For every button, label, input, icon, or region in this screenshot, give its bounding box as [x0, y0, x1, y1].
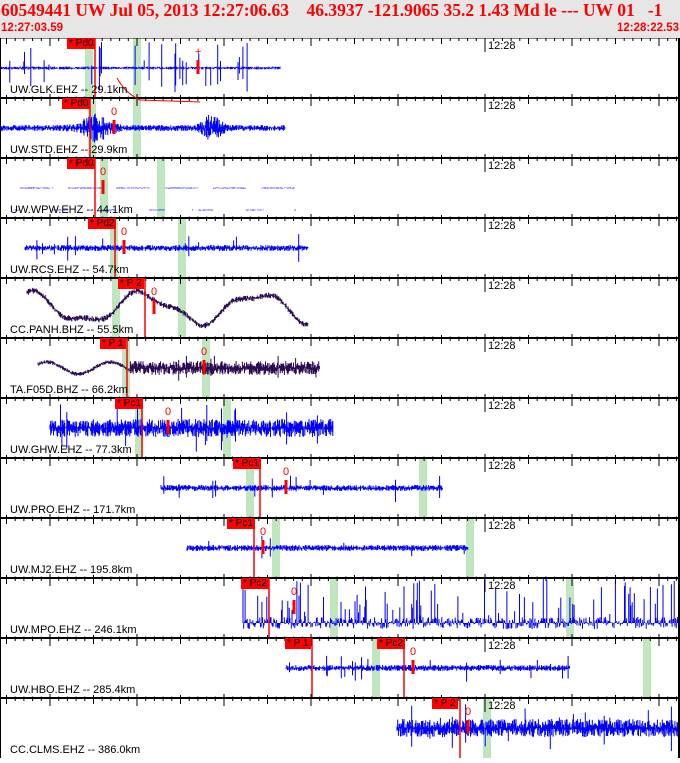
phase-pick-label[interactable]: * P 1 [285, 638, 311, 649]
coda-marker [112, 120, 116, 134]
waveform-trace [186, 535, 469, 559]
waveform-trace [0, 113, 286, 143]
phase-pick-label[interactable]: * P 1 [100, 338, 126, 349]
pick-window-band [330, 578, 338, 638]
coda-marker-label: 0 [291, 586, 298, 598]
time-marker-label: 12:28 [488, 580, 516, 592]
time-axis-ticks [6, 214, 677, 226]
time-axis-ticks [6, 154, 677, 166]
time-axis-ticks [6, 34, 677, 46]
coda-marker-label: + [195, 46, 202, 58]
coda-marker-label: 0 [151, 286, 158, 298]
phase-pick-label[interactable]: * Pc2 [377, 638, 405, 649]
pick-window-band [643, 638, 651, 698]
waveform-trace [285, 655, 570, 682]
pick-window-band [157, 158, 165, 218]
channel-label: UW.RCS.EHZ -- 54.7km [10, 264, 129, 276]
time-marker-label: 12:28 [488, 520, 516, 532]
channel-label: UW.GLK.EHZ -- 29.1km [10, 84, 128, 96]
pick-window-band [112, 278, 120, 338]
coda-marker [196, 60, 200, 74]
channel-label: CC.PANH.BHZ -- 55.5km [10, 324, 134, 336]
coda-marker-label: 0 [111, 106, 118, 118]
coda-marker [152, 300, 156, 314]
phase-pick-label[interactable]: * Pc1 [233, 458, 261, 469]
waveform-trace [160, 475, 443, 502]
phase-pick-label[interactable]: * P 2 [118, 278, 144, 289]
coda-marker [411, 660, 415, 674]
channel-label: UW.PRO.EHZ -- 171.7km [10, 504, 136, 516]
coda-marker-label: 0 [100, 166, 107, 178]
channel-label: CC.CLMS.EHZ -- 386.0km [10, 744, 141, 756]
coda-marker-label: 0 [165, 406, 172, 418]
channel-label: UW.GHW.EHZ -- 77.3km [10, 444, 132, 456]
waveform-trace [37, 355, 320, 381]
coda-marker-label: 0 [260, 526, 267, 538]
time-marker-label: 12:28 [488, 280, 516, 292]
waveform-trace [13, 187, 296, 211]
coda-marker [292, 600, 296, 614]
phase-pick-label[interactable]: * Pd0 [67, 158, 96, 169]
phase-pick-label[interactable]: * Pc1 [227, 518, 255, 529]
time-marker-label: 12:28 [488, 40, 516, 52]
channel-label: UW.MPO.EHZ -- 246.1km [10, 624, 137, 636]
time-axis-ticks [6, 94, 677, 106]
phase-pick-label[interactable]: * Pc2 [241, 578, 269, 589]
coda-marker-label: 0 [410, 646, 417, 658]
waveform-trace [26, 287, 309, 329]
event-header: 60549441 UW Jul 05, 2013 12:27:06.63 46.… [0, 0, 680, 38]
pick-window-band [178, 278, 186, 338]
time-marker-label: 12:28 [488, 100, 516, 112]
phase-pick-label[interactable]: * P 2 [432, 698, 458, 709]
coda-marker [122, 240, 126, 254]
phase-pick-label[interactable]: * Pc1 [115, 398, 143, 409]
phase-pick-label[interactable]: * Pd2 [88, 218, 117, 229]
coda-marker [101, 180, 105, 194]
time-marker-label: 12:28 [488, 340, 516, 352]
channel-label: UW.MJ2.EHZ -- 195.8km [10, 564, 133, 576]
coda-marker-label: 0 [283, 466, 290, 478]
time-marker-label: 12:28 [488, 640, 516, 652]
coda-decay-curve [116, 77, 201, 103]
coda-marker-label: 0 [121, 226, 128, 238]
time-axis-ticks [6, 454, 677, 466]
channel-label: UW.STD.EHZ -- 29.9km [10, 144, 128, 156]
waveform-trace [242, 578, 680, 629]
phase-pick-label[interactable]: * Pd0 [62, 98, 91, 109]
event-title: 60549441 UW Jul 05, 2013 12:27:06.63 46.… [1, 0, 663, 20]
seismogram-panel[interactable]: 12:28 * Pd0 + UW.GLK.EHZ -- 29.1km 12:28 * Pd… [0, 34, 680, 763]
time-axis-ticks [6, 274, 677, 286]
phase-pick-label[interactable]: * Pd0 [67, 38, 96, 49]
waveform-trace [396, 704, 680, 752]
waveform-canvas[interactable] [0, 34, 680, 758]
time-axis-ticks [6, 334, 677, 346]
coda-marker [202, 360, 206, 374]
coda-marker [466, 720, 470, 734]
channel-label: TA.F05D.BHZ -- 66.2km [10, 384, 128, 396]
channel-label: UW.WPW.EHZ -- 44.1km [10, 204, 133, 216]
time-axis-ticks [6, 394, 677, 406]
time-marker-label: 12:28 [488, 160, 516, 172]
waveform-trace [49, 404, 334, 452]
time-axis-ticks [6, 694, 677, 706]
time-marker-label: 12:28 [488, 460, 516, 472]
time-axis-ticks [6, 574, 677, 586]
time-marker-label: 12:28 [488, 700, 516, 712]
waveform-trace [24, 234, 309, 262]
channel-label: UW.HBO.EHZ -- 285.4km [10, 684, 136, 696]
coda-marker-label: 0 [465, 706, 472, 718]
coda-marker-label: 0 [201, 346, 208, 358]
start-time: 12:27:03.59 [1, 22, 64, 34]
coda-marker [261, 540, 265, 554]
end-time: 12:28:22.53 [616, 22, 679, 34]
coda-marker [284, 480, 288, 494]
pick-window-band [466, 518, 474, 578]
time-marker-label: 12:28 [488, 400, 516, 412]
time-marker-label: 12:28 [488, 220, 516, 232]
waveform-trace [0, 42, 281, 93]
coda-marker [166, 420, 170, 434]
